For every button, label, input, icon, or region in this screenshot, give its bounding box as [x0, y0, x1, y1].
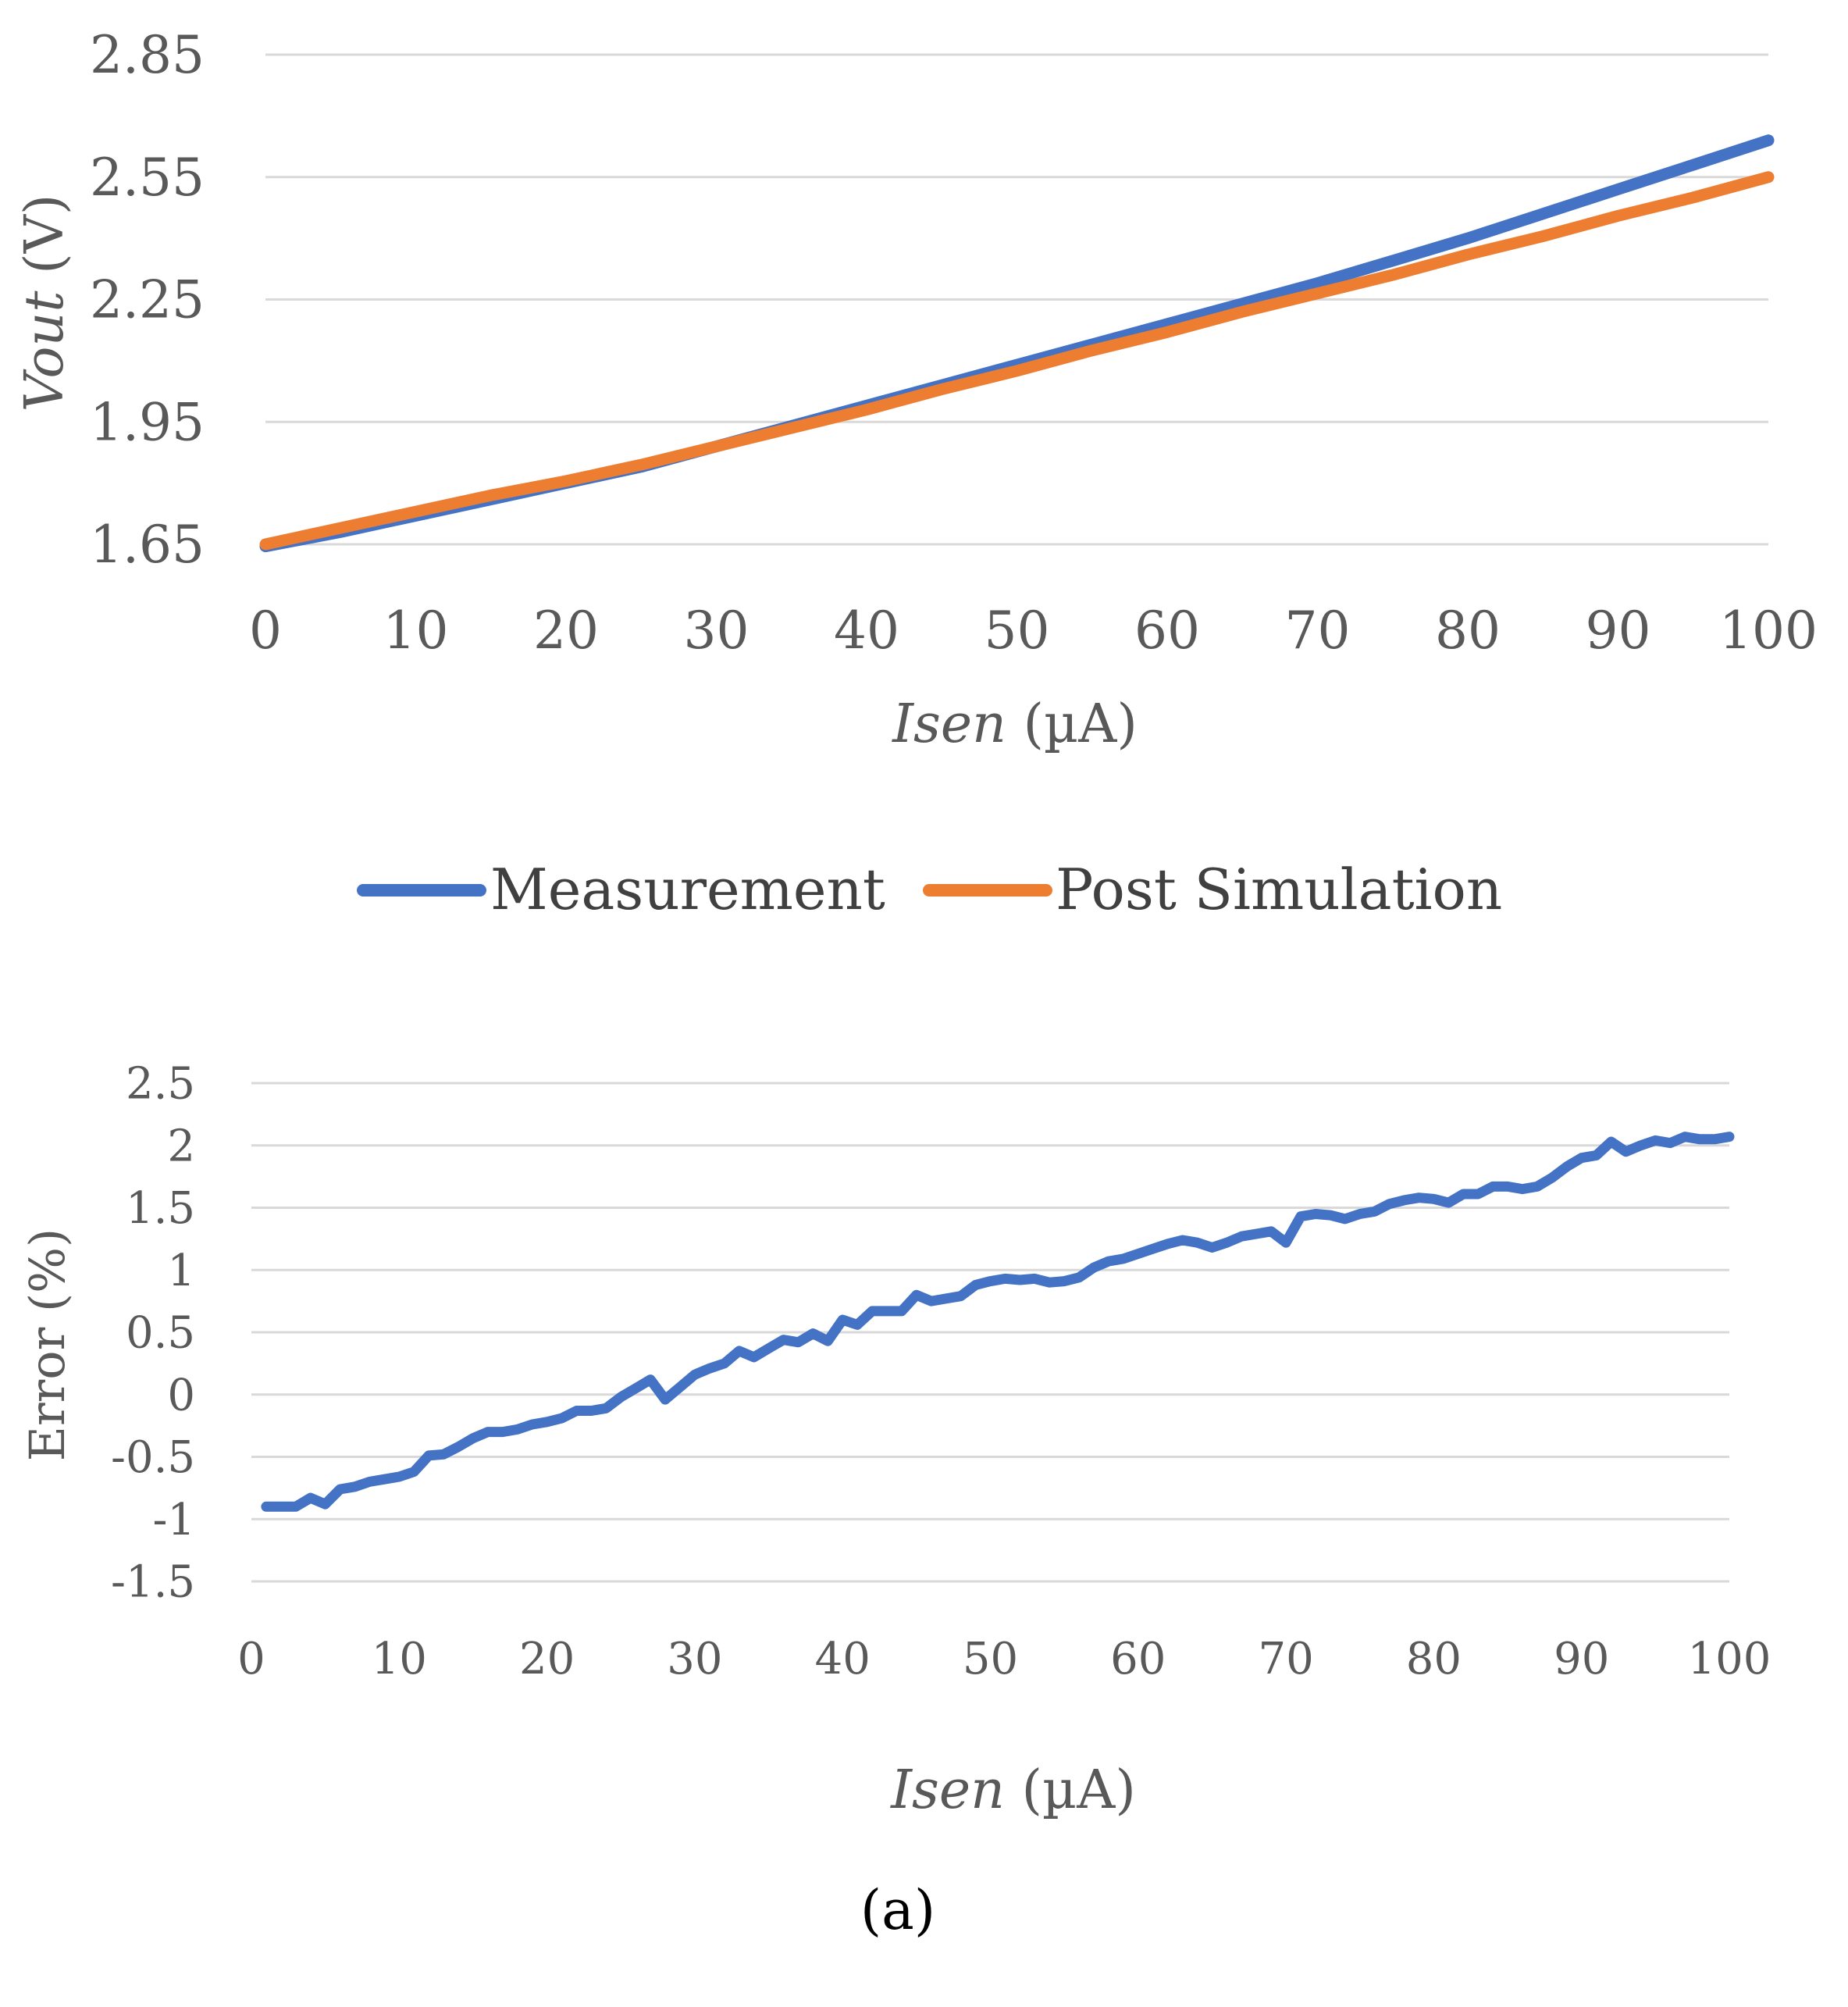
- error-y-tick-label: 1: [167, 1246, 195, 1296]
- error-x-tick-label: 70: [1258, 1634, 1313, 1684]
- error-y-tick-labels: -1.5 -1 -0.5 0 0.5 1 1.5 2 2.5: [111, 1059, 195, 1608]
- vout-y-tick-label: 1.95: [90, 392, 205, 452]
- error-chart: -1.5 -1 -0.5 0 0.5 1 1.5 2 2.5 0 10 20 30 40 50 60 70 80…: [19, 1059, 1771, 1821]
- error-y-tick-label: -1: [152, 1495, 195, 1545]
- legend: Measurement Post Simulation: [357, 857, 1502, 922]
- vout-x-tick-label: 80: [1435, 601, 1501, 661]
- vout-y-axis-unit: [14, 274, 76, 291]
- error-y-axis-title: Error (%): [19, 1228, 76, 1462]
- legend-label-post-simulation: Post Simulation: [1056, 857, 1502, 922]
- vout-x-tick-label: 20: [533, 601, 599, 661]
- error-y-tick-label: 1.5: [126, 1183, 195, 1234]
- vout-series-post-simulation: [259, 171, 1775, 551]
- error-x-tick-label: 80: [1406, 1634, 1462, 1684]
- error-x-axis-title: Isen (µA): [889, 1759, 1136, 1821]
- error-y-tick-label: 0.5: [126, 1308, 195, 1359]
- vout-x-tick-label: 40: [834, 601, 899, 661]
- figure-caption: (a): [860, 1878, 935, 1942]
- vout-y-tick-label: 2.55: [90, 148, 205, 208]
- error-x-tick-label: 20: [519, 1634, 575, 1684]
- vout-y-tick-labels: 1.65 1.95 2.25 2.55 2.85: [90, 25, 205, 575]
- vout-x-tick-label: 70: [1285, 601, 1351, 661]
- vout-x-tick-label: 90: [1586, 601, 1651, 661]
- error-x-tick-label: 100: [1688, 1634, 1771, 1684]
- vout-series: [259, 134, 1775, 553]
- vout-x-tick-label: 0: [249, 601, 282, 661]
- error-x-tick-label: 40: [815, 1634, 871, 1684]
- vout-x-axis-var: Isen: [891, 693, 1006, 755]
- vout-y-tick-label: 2.25: [90, 270, 205, 330]
- error-y-tick-label: 2.5: [126, 1059, 195, 1110]
- vout-y-axis-var: Vout: [14, 291, 76, 412]
- vout-y-axis-unit-text: (V): [14, 194, 76, 274]
- vout-y-tick-label: 2.85: [90, 25, 205, 85]
- vout-x-tick-label: 50: [985, 601, 1050, 661]
- vout-x-axis-title: Isen (µA): [891, 693, 1138, 755]
- error-series-error: [261, 1132, 1735, 1512]
- error-x-tick-label: 60: [1110, 1634, 1166, 1684]
- vout-x-tick-label: 100: [1719, 601, 1818, 661]
- vout-gridlines: [265, 53, 1768, 546]
- error-x-axis-unit: (µA): [1022, 1759, 1136, 1821]
- vout-x-axis-space: [1006, 693, 1024, 755]
- vout-x-axis-unit: (µA): [1024, 693, 1138, 755]
- vout-y-axis-title: Vout (V): [14, 194, 76, 412]
- error-y-tick-label: 2: [167, 1121, 195, 1171]
- error-x-axis-space: [1005, 1759, 1022, 1821]
- error-x-tick-label: 10: [372, 1634, 427, 1684]
- error-gridlines: [251, 1082, 1729, 1583]
- error-x-tick-label: 0: [237, 1634, 265, 1684]
- vout-x-tick-label: 10: [383, 601, 449, 661]
- error-y-tick-label: -1.5: [111, 1557, 195, 1608]
- error-x-axis-var: Isen: [889, 1759, 1005, 1821]
- vout-chart: 1.65 1.95 2.25 2.55 2.85 0 10 20 30 40 50 60 70 80 90…: [14, 25, 1818, 755]
- error-y-tick-label: 0: [167, 1370, 195, 1421]
- error-y-tick-label: -0.5: [111, 1432, 195, 1483]
- vout-series-measurement: [259, 134, 1775, 553]
- vout-x-tick-labels: 0 10 20 30 40 50 60 70 80 90 100: [249, 601, 1818, 661]
- vout-y-tick-label: 1.65: [90, 515, 205, 575]
- error-x-tick-label: 90: [1554, 1634, 1609, 1684]
- error-x-tick-label: 30: [667, 1634, 722, 1684]
- error-series: [261, 1132, 1735, 1512]
- legend-label-measurement: Measurement: [490, 857, 885, 922]
- error-x-tick-labels: 0 10 20 30 40 50 60 70 80 90 100: [237, 1634, 1771, 1684]
- error-x-tick-label: 50: [963, 1634, 1018, 1684]
- vout-x-tick-label: 30: [684, 601, 750, 661]
- vout-x-tick-label: 60: [1134, 601, 1200, 661]
